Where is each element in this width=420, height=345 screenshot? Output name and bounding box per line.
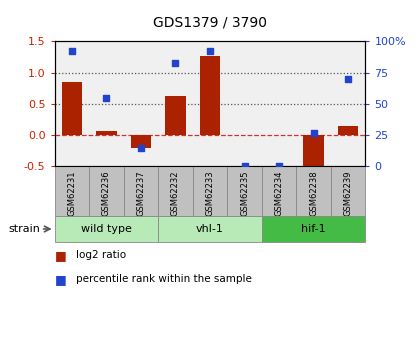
Point	[68, 49, 75, 54]
Bar	[165, 96, 186, 135]
Bar	[55, 167, 89, 217]
Text: GSM62238: GSM62238	[309, 170, 318, 216]
Bar	[131, 135, 151, 148]
Bar	[158, 217, 262, 241]
Bar	[338, 126, 359, 135]
Text: GDS1379 / 3790: GDS1379 / 3790	[153, 15, 267, 29]
Text: wild type: wild type	[81, 224, 132, 234]
Text: ■: ■	[55, 273, 66, 286]
Point	[207, 49, 213, 54]
Bar	[303, 135, 324, 170]
Text: strain: strain	[8, 224, 40, 234]
Bar	[200, 56, 221, 135]
Bar	[193, 167, 227, 217]
Point	[172, 60, 179, 66]
Point	[310, 130, 317, 136]
Point	[241, 164, 248, 169]
Text: GSM62239: GSM62239	[344, 170, 353, 216]
Text: GSM62235: GSM62235	[240, 170, 249, 216]
Bar	[227, 167, 262, 217]
Bar	[262, 217, 365, 241]
Text: hif-1: hif-1	[301, 224, 326, 234]
Bar	[331, 167, 365, 217]
Bar	[158, 167, 193, 217]
Text: GSM62232: GSM62232	[171, 170, 180, 216]
Text: GSM62237: GSM62237	[136, 170, 145, 216]
Bar	[297, 167, 331, 217]
Point	[345, 76, 352, 82]
Text: GSM62233: GSM62233	[205, 170, 215, 216]
Text: log2 ratio: log2 ratio	[76, 250, 126, 260]
Text: percentile rank within the sample: percentile rank within the sample	[76, 275, 252, 284]
Point	[276, 164, 282, 169]
Bar	[123, 167, 158, 217]
Point	[138, 145, 144, 150]
Text: GSM62236: GSM62236	[102, 170, 111, 216]
Text: vhl-1: vhl-1	[196, 224, 224, 234]
Bar	[262, 167, 297, 217]
Bar	[61, 82, 82, 135]
Bar	[89, 167, 123, 217]
Bar	[96, 131, 117, 135]
Bar	[55, 217, 158, 241]
Point	[103, 95, 110, 100]
Text: GSM62234: GSM62234	[275, 170, 284, 216]
Text: GSM62231: GSM62231	[67, 170, 76, 216]
Text: ■: ■	[55, 249, 66, 262]
